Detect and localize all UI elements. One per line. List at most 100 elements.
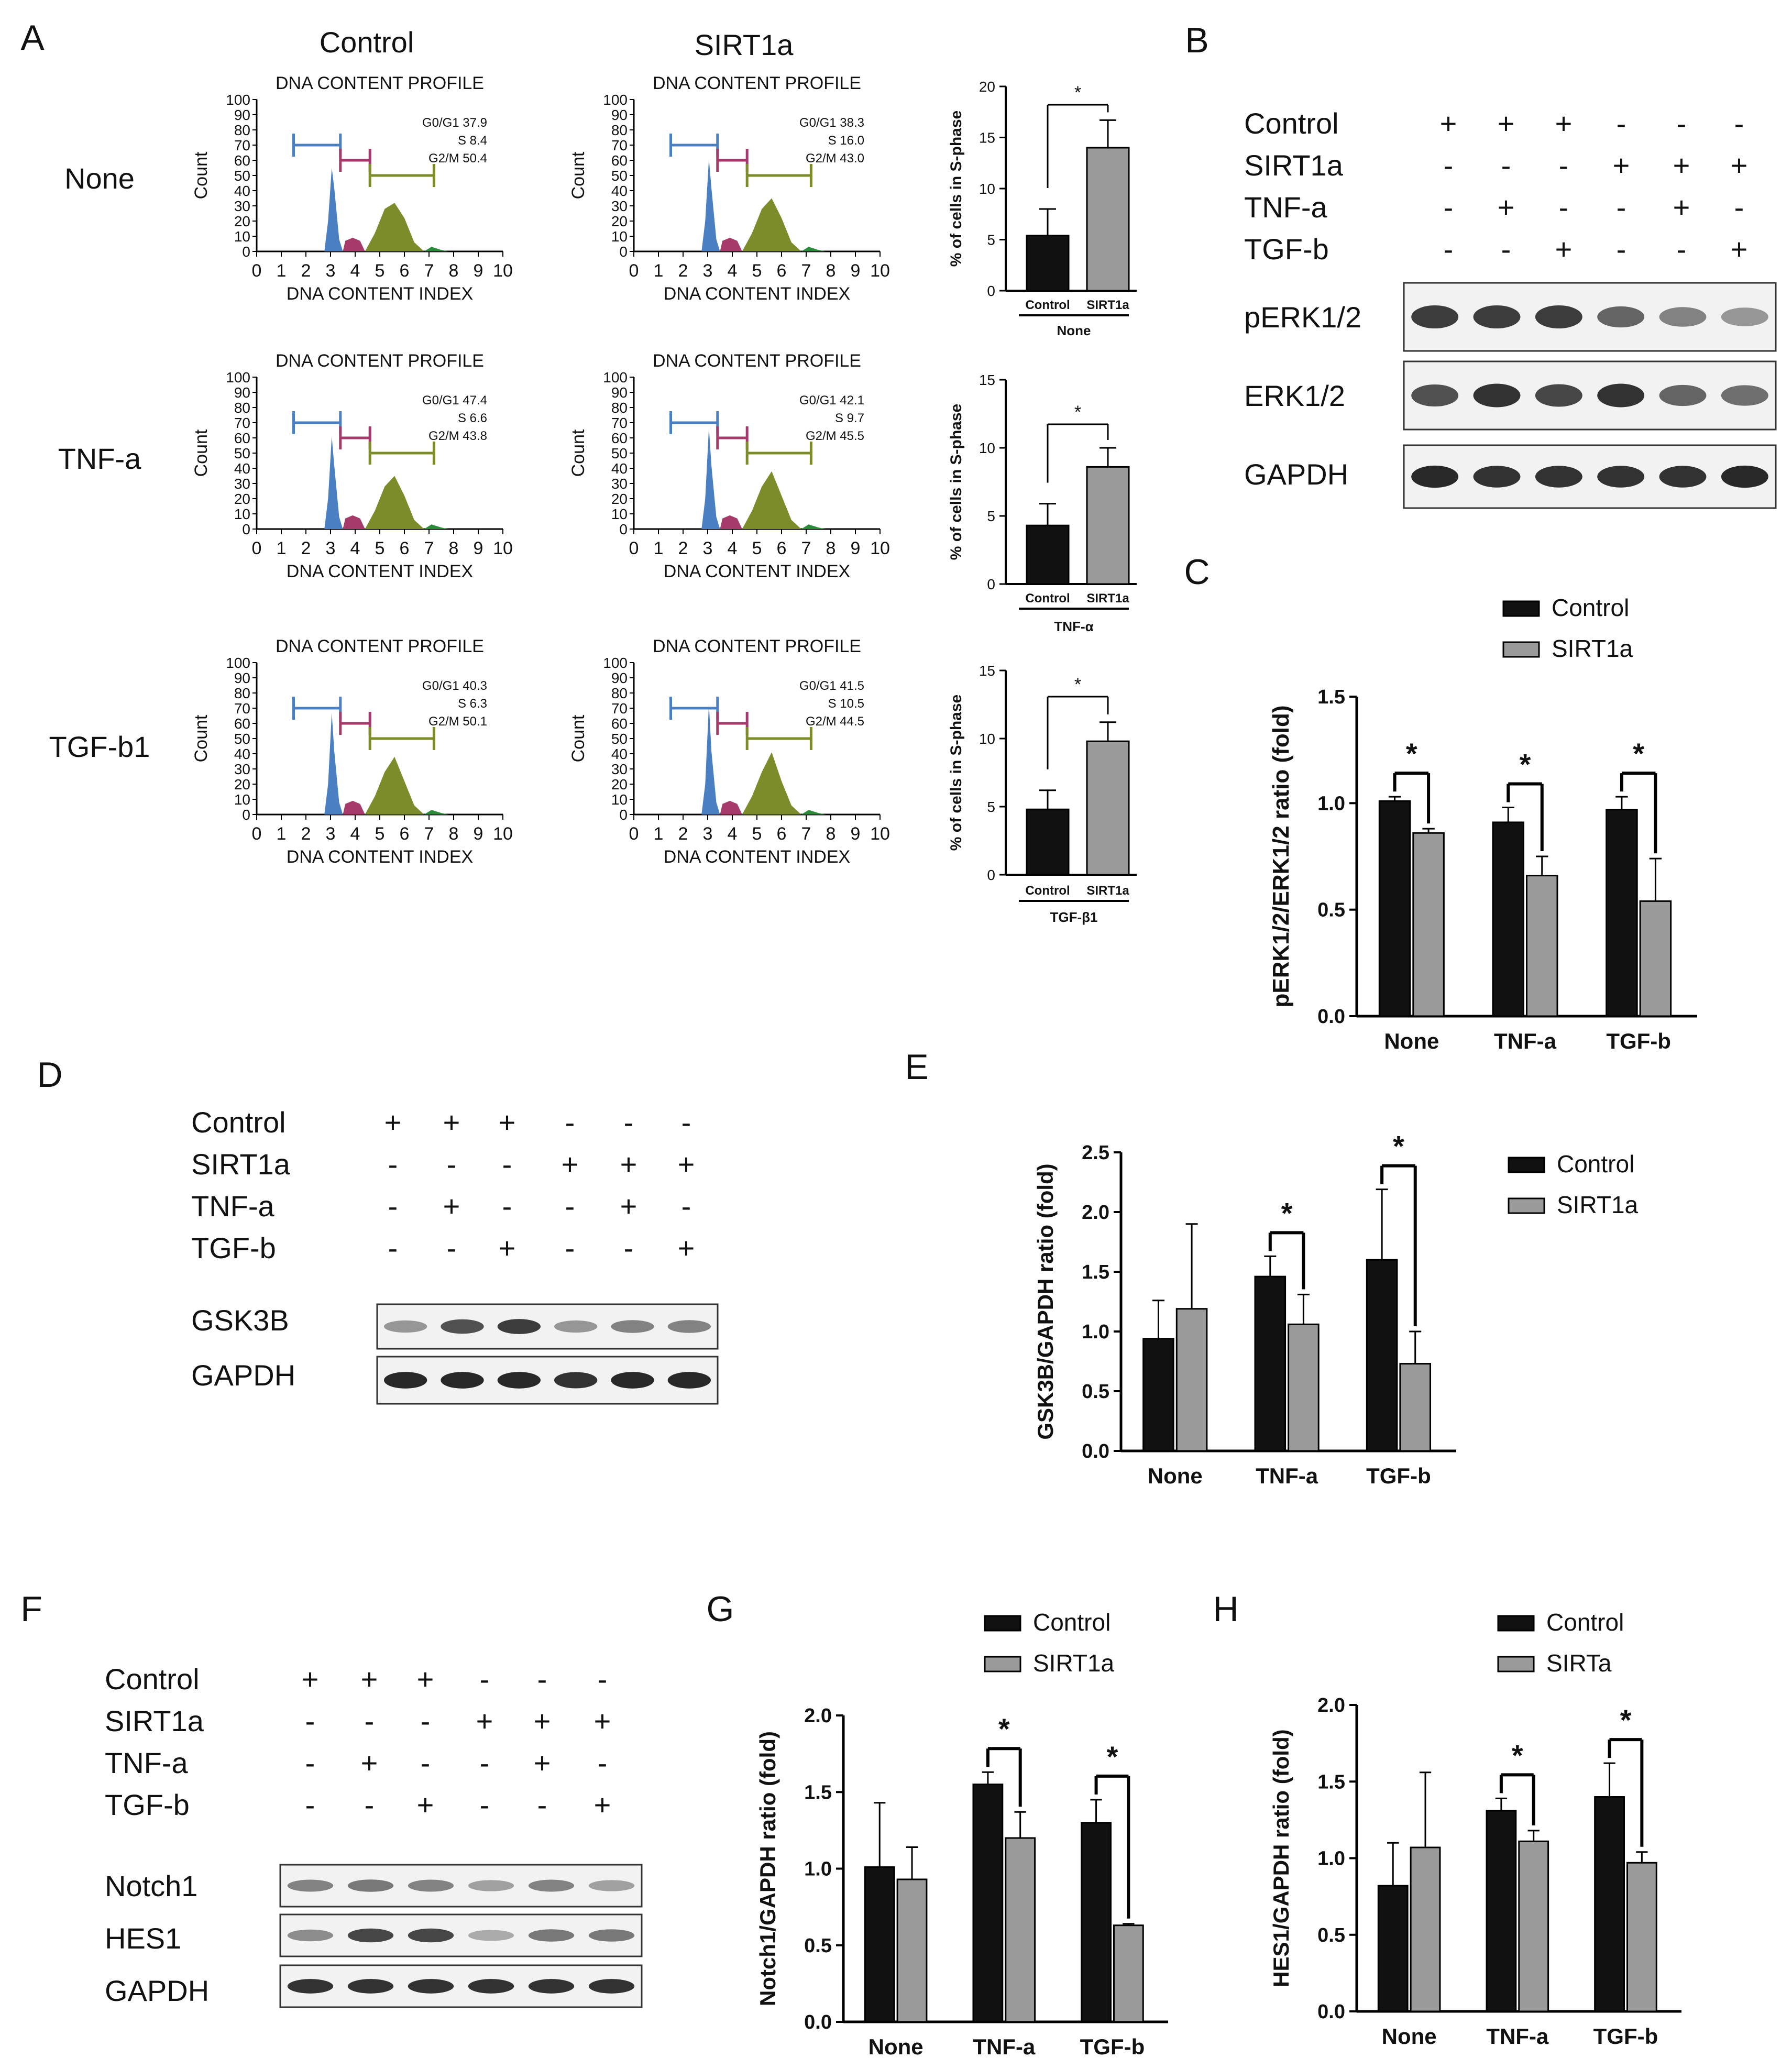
panel-label-layer: A B C D E F G H [20, 18, 1238, 1629]
y-axis-label: GSK3B/GAPDH ratio (fold) [1033, 1163, 1058, 1439]
x-tick-label: None [868, 2034, 924, 2059]
panel-b-sign: + [1555, 233, 1573, 266]
legend-label: SIRT1a [1033, 1649, 1115, 1677]
bar-control-0 [1377, 1885, 1409, 2012]
histogram-x-tick-label: 7 [424, 538, 434, 558]
histogram-stat: G0/G1 37.9 [422, 116, 487, 130]
panel-b-sign: + [1731, 233, 1748, 266]
significance-star: * [1620, 1703, 1632, 1736]
y-tick-label: 0 [987, 576, 995, 592]
g0-g1-peak [324, 168, 343, 251]
debris-region [424, 524, 449, 529]
y-axis-label: pERK1/2/ERK1/2 ratio (fold) [1268, 706, 1294, 1008]
histogram-x-tick-label: 5 [752, 261, 762, 281]
panel-f-hes1-band [468, 1930, 514, 1941]
chart-E: 0.0 0.5 1.0 1.5 2.0 2.5 GSK3B/GAPDH ratio (fol… [1033, 1130, 1639, 1488]
histogram-y-tick-label: 0 [619, 807, 628, 823]
x-tick-label: SIRT1a [1086, 298, 1129, 312]
histogram-y-tick-label: 50 [611, 445, 628, 461]
panel-b-erk-band [1659, 384, 1707, 406]
panel-b-band-label: GAPDH [1244, 458, 1348, 491]
panel-d-sign: - [447, 1231, 457, 1264]
bar-sirt1a-0 [896, 1878, 928, 2023]
x-tick-label: Control [1025, 298, 1070, 312]
histogram-stat: G0/G1 47.4 [422, 393, 487, 408]
bar-control [1026, 524, 1070, 585]
legend-swatch-control [1502, 600, 1540, 617]
panel-f-sign: + [534, 1746, 551, 1779]
panel-d-band-label: GSK3B [191, 1304, 289, 1337]
panel-d-sign: + [620, 1148, 637, 1181]
panel-f-notch1-band [468, 1880, 514, 1891]
panel-b-row-label: Control [1244, 107, 1339, 140]
bar-control-0 [864, 1866, 895, 2023]
histogram-y-tick-label: 100 [226, 369, 250, 386]
histogram-x-tick-label: 2 [301, 261, 311, 281]
histogram-y-tick-label: 80 [234, 400, 250, 416]
panel-d-row-label: Control [191, 1106, 286, 1139]
panel-d-sign: - [388, 1148, 398, 1181]
x-tick-label: Control [1025, 591, 1070, 606]
panel-label-c: C [1184, 552, 1210, 592]
panel-b-band-label: ERK1/2 [1244, 379, 1345, 412]
panel-f-gapdh-band [287, 1979, 334, 1994]
histogram-y-tick-label: 30 [611, 198, 628, 214]
histogram-stat: G0/G1 38.3 [799, 116, 864, 130]
g2-m-peak [365, 203, 424, 251]
histogram-y-tick-label: 20 [611, 491, 628, 507]
panel-b-gapdh-band [1721, 465, 1768, 488]
panel-f-notch1-band [408, 1879, 454, 1892]
panel-b-perk-band [1535, 305, 1582, 328]
panel-d-gsk3b-band [611, 1320, 654, 1333]
panel-f-sign: - [305, 1704, 315, 1737]
y-tick-label: 1.0 [804, 1858, 832, 1880]
histogram-2-0: DNA CONTENT PROFILE DNA CONTENT INDEX Coun… [191, 636, 513, 867]
histogram-y-tick-label: 30 [234, 761, 250, 777]
panel-f-row-label: TNF-a [105, 1746, 189, 1779]
histogram-y-tick-label: 10 [611, 228, 628, 245]
chart-C: 0.0 0.5 1.0 1.5 pERK1/2/ERK1/2 ratio (fold) N… [1268, 594, 1697, 1053]
panel-f-hes1-band [528, 1929, 575, 1942]
x-tick-label: None [1148, 1463, 1203, 1488]
debris-region [424, 810, 449, 815]
significance-star: * [1512, 1738, 1523, 1771]
row-label-0: None [64, 162, 135, 195]
legend-swatch-control [984, 1615, 1021, 1632]
histogram-y-label: Count [568, 429, 588, 477]
significance-star: * [1074, 83, 1081, 103]
histogram-x-tick-label: 2 [678, 538, 688, 558]
histogram-x-tick-label: 3 [326, 824, 336, 844]
bar-control-2 [1606, 809, 1638, 1017]
histogram-x-tick-label: 1 [277, 538, 287, 558]
y-tick-label: 1.5 [804, 1781, 832, 1803]
panel-f-sign: - [598, 1663, 608, 1696]
panel-f-hes1-band [287, 1929, 334, 1942]
histogram-y-tick-label: 0 [242, 807, 250, 823]
histogram-x-tick-label: 6 [777, 824, 787, 844]
histogram-y-tick-label: 100 [603, 92, 628, 108]
x-tick-label: TNF-a [1486, 2024, 1549, 2049]
histogram-stat: S 9.7 [835, 411, 864, 425]
panel-f-sign: + [534, 1704, 551, 1737]
histogram-x-tick-label: 8 [449, 824, 459, 844]
legend-swatch-sirt1a [1508, 1197, 1545, 1214]
panel-d-sign: + [499, 1231, 516, 1264]
y-tick-label: 10 [979, 440, 995, 456]
y-tick-label: 0.0 [804, 2011, 832, 2033]
histogram-y-tick-label: 40 [611, 460, 628, 477]
panel-f-hes1-membrane [279, 1913, 643, 1957]
y-tick-label: 0.0 [1317, 2001, 1345, 2023]
bar-chart-layer: 0 5 10 15 20 % of cells in S-phase Control SIRT… [755, 79, 1697, 2059]
histogram-y-tick-label: 90 [234, 670, 250, 686]
panel-b-sign: + [1613, 149, 1630, 182]
panel-d-gsk3b-band [441, 1319, 484, 1334]
histogram-y-tick-label: 70 [234, 137, 250, 153]
x-tick-label: TGF-b [1080, 2034, 1145, 2059]
x-tick-label: TNF-a [1494, 1029, 1557, 1053]
row-label-2: TGF-b1 [49, 730, 150, 763]
legend-swatch-sirt1a [1502, 641, 1540, 658]
histogram-0-0: DNA CONTENT PROFILE DNA CONTENT INDEX Coun… [191, 73, 513, 304]
panel-b-perk-band [1597, 306, 1645, 328]
panel-f-notch1-band [588, 1880, 635, 1891]
panel-f-sign: - [421, 1746, 431, 1779]
